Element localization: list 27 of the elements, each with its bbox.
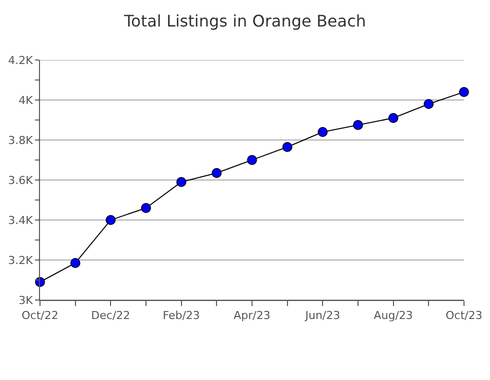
x-tick-label: Feb/23 (162, 309, 200, 322)
y-tick-label: 3.2K (8, 254, 34, 267)
x-tick-label: Jun/23 (304, 309, 340, 322)
point (353, 120, 363, 130)
point (106, 215, 116, 225)
x-tick-label: Dec/22 (91, 309, 130, 322)
x-tick-label: Oct/22 (22, 309, 58, 322)
x-tick-label: Apr/23 (234, 309, 270, 322)
y-tick-label: 3.8K (8, 134, 34, 147)
point (424, 99, 434, 109)
point (70, 258, 80, 268)
x-tick-label: Aug/23 (374, 309, 413, 322)
point (141, 203, 151, 213)
point (247, 155, 257, 165)
chart-title: Total Listings in Orange Beach (122, 11, 366, 30)
y-tick-label: 3.6K (8, 174, 34, 187)
y-tick-label: 3.4K (8, 214, 34, 227)
point (459, 87, 469, 97)
y-tick-label: 3K (18, 294, 34, 307)
point (318, 127, 328, 137)
y-tick-label: 4.2K (8, 54, 34, 67)
x-tick-label: Oct/23 (446, 309, 482, 322)
point (388, 113, 398, 123)
point (212, 168, 222, 178)
point (176, 177, 186, 187)
y-tick-label: 4K (18, 94, 34, 107)
point (282, 142, 292, 152)
